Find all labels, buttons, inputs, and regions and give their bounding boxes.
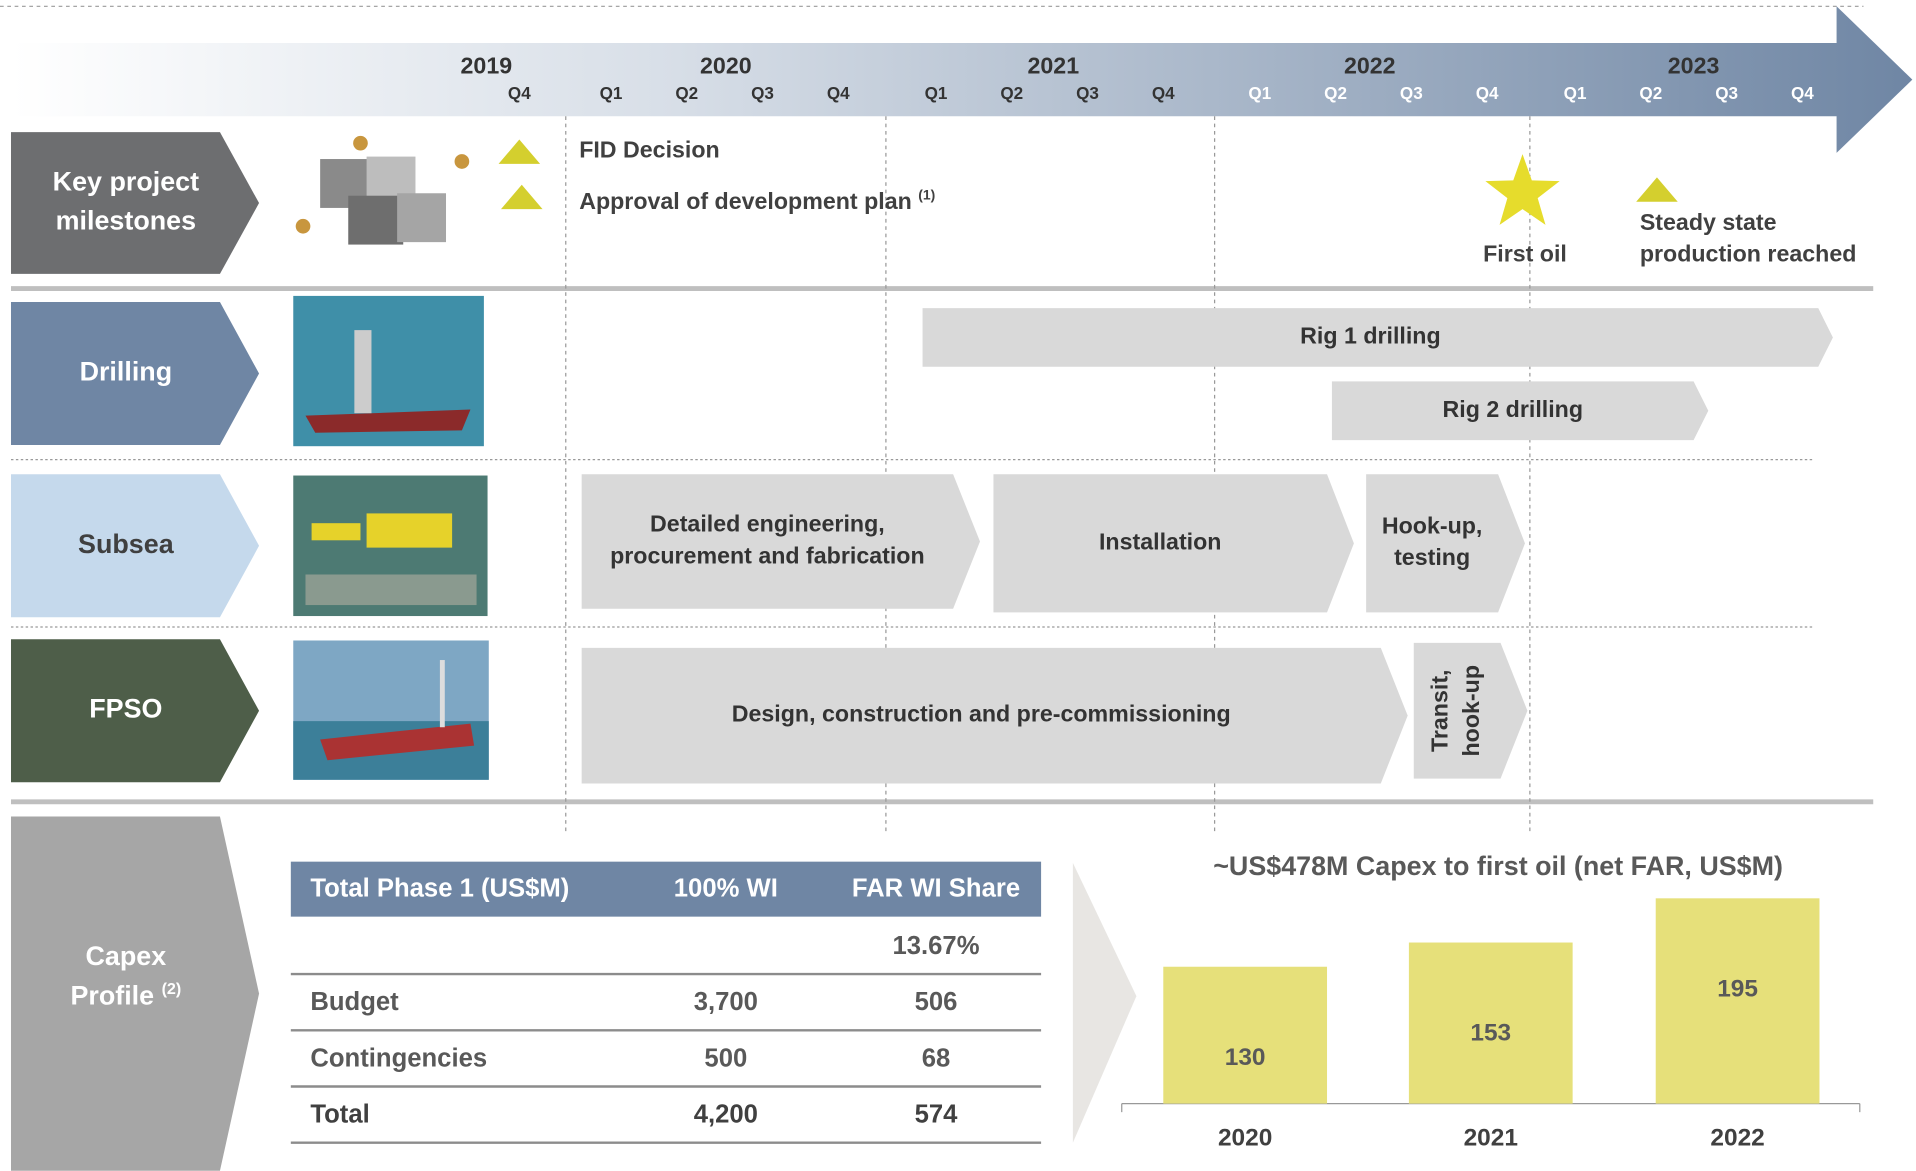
drillship-image bbox=[293, 296, 484, 446]
quarter-label: Q2 bbox=[1000, 84, 1023, 103]
subsea-image bbox=[293, 476, 487, 617]
year-label: 2021 bbox=[1027, 53, 1079, 79]
row-label-line: Capex bbox=[86, 941, 167, 971]
x-tick-label: 2020 bbox=[1218, 1124, 1272, 1151]
quarter-label: Q4 bbox=[1476, 84, 1499, 103]
milestone-label-line: Steady state bbox=[1640, 209, 1777, 235]
table-cell: 4,200 bbox=[694, 1101, 758, 1129]
footnote: (1) bbox=[918, 186, 935, 202]
activity-label-line: Installation bbox=[1099, 528, 1221, 554]
row-label-line: Drilling bbox=[80, 357, 173, 387]
row-label: Drilling bbox=[80, 357, 173, 387]
year-label: 2019 bbox=[461, 53, 513, 79]
quarter-label: Q1 bbox=[600, 84, 623, 103]
milestone-label: FID Decision bbox=[579, 137, 720, 163]
activity-label-line: hook-up bbox=[1458, 665, 1484, 757]
quarter-label: Q3 bbox=[751, 84, 774, 103]
table-cell: Total bbox=[310, 1101, 369, 1129]
table-cell: 500 bbox=[704, 1044, 747, 1072]
table-cell: 3,700 bbox=[694, 988, 758, 1016]
quarter-label: Q3 bbox=[1715, 84, 1738, 103]
milestone-triangle bbox=[499, 139, 541, 163]
milestone-label: First oil bbox=[1483, 241, 1567, 267]
activity-label-line: Detailed engineering, bbox=[650, 511, 885, 537]
milestone-label: Steady state production reached bbox=[1640, 209, 1857, 267]
milestone-label-line: production reached bbox=[1640, 241, 1857, 267]
table-cell: 574 bbox=[915, 1101, 959, 1129]
bar-value-label: 195 bbox=[1717, 975, 1758, 1002]
activity-label: Rig 1 drilling bbox=[1300, 323, 1441, 349]
milestone-label-line: Approval of development plan bbox=[579, 188, 912, 214]
activity-label: Rig 2 drilling bbox=[1443, 396, 1584, 422]
chart-title: ~US$478M Capex to first oil (net FAR, US… bbox=[1213, 851, 1783, 881]
table-header-cell: 100% WI bbox=[674, 875, 778, 903]
fpso-image bbox=[293, 640, 489, 779]
row-label: Subsea bbox=[78, 529, 175, 559]
footnote: (2) bbox=[162, 980, 182, 998]
bar-value-label: 130 bbox=[1225, 1044, 1266, 1071]
activity-label-line: Rig 2 drilling bbox=[1443, 396, 1584, 422]
x-tick-label: 2022 bbox=[1710, 1124, 1764, 1151]
row-label-line: Key project bbox=[53, 167, 199, 197]
activity-bar bbox=[1366, 474, 1525, 612]
row-label-line: Profile bbox=[70, 980, 154, 1010]
timeline-arrow bbox=[12, 6, 1912, 153]
year-label: 2022 bbox=[1344, 53, 1396, 79]
quarter-label: Q3 bbox=[1076, 84, 1099, 103]
quarter-label: Q1 bbox=[1248, 84, 1271, 103]
quarter-label: Q4 bbox=[1791, 84, 1814, 103]
quarter-label: Q4 bbox=[1152, 84, 1175, 103]
puzzle-image bbox=[296, 136, 470, 245]
row-label-line: FPSO bbox=[89, 694, 162, 724]
quarter-label: Q4 bbox=[508, 84, 531, 103]
activity-label-line: Hook-up, bbox=[1382, 513, 1483, 539]
activity-label-line: procurement and fabrication bbox=[610, 543, 925, 569]
activity-label-line: Transit, bbox=[1426, 669, 1452, 752]
quarter-label: Q4 bbox=[827, 84, 850, 103]
milestone-label-line: FID Decision bbox=[579, 137, 720, 163]
row-label-line: Subsea bbox=[78, 529, 175, 559]
capex-arrow bbox=[1073, 863, 1137, 1143]
table-header-cell: FAR WI Share bbox=[852, 875, 1020, 903]
quarter-label: Q3 bbox=[1400, 84, 1423, 103]
activity-label-line: testing bbox=[1394, 544, 1470, 570]
quarter-label: Q2 bbox=[1324, 84, 1347, 103]
table-cell: 13.67% bbox=[892, 932, 979, 960]
roadmap: ~US$478M Capex to first oil (net FAR, US… bbox=[0, 0, 1916, 1171]
row-header bbox=[11, 132, 259, 274]
year-label: 2023 bbox=[1668, 53, 1720, 79]
row-label: FPSO bbox=[89, 694, 162, 724]
milestone-label: Approval of development plan (1) bbox=[579, 186, 935, 214]
page: { "timeline": { "years": [ {"label": "20… bbox=[0, 0, 1916, 1171]
table-cell: 68 bbox=[922, 1044, 951, 1072]
activity-label: Installation bbox=[1099, 528, 1221, 554]
quarter-label: Q1 bbox=[925, 84, 948, 103]
milestone-label-line: First oil bbox=[1483, 241, 1567, 267]
quarter-label: Q2 bbox=[1639, 84, 1662, 103]
quarter-label: Q1 bbox=[1564, 84, 1587, 103]
x-tick-label: 2021 bbox=[1464, 1124, 1518, 1151]
table-cell: Contingencies bbox=[310, 1044, 487, 1072]
bar-value-label: 153 bbox=[1470, 1020, 1511, 1047]
year-label: 2020 bbox=[700, 53, 752, 79]
milestone-triangle bbox=[1636, 177, 1678, 201]
activity-label-line: Rig 1 drilling bbox=[1300, 323, 1441, 349]
table-header-cell: Total Phase 1 (US$M) bbox=[310, 875, 569, 903]
milestone-triangle bbox=[501, 185, 543, 209]
activity-label-line: Design, construction and pre-commissioni… bbox=[732, 701, 1231, 727]
first-oil-star bbox=[1485, 154, 1559, 225]
table-cell: Budget bbox=[310, 988, 399, 1016]
quarter-label: Q2 bbox=[675, 84, 698, 103]
row-label-line: milestones bbox=[56, 206, 196, 236]
table-cell: 506 bbox=[915, 988, 958, 1016]
activity-label: Design, construction and pre-commissioni… bbox=[732, 701, 1231, 727]
bar bbox=[1163, 967, 1327, 1104]
activity-bar bbox=[582, 474, 980, 608]
